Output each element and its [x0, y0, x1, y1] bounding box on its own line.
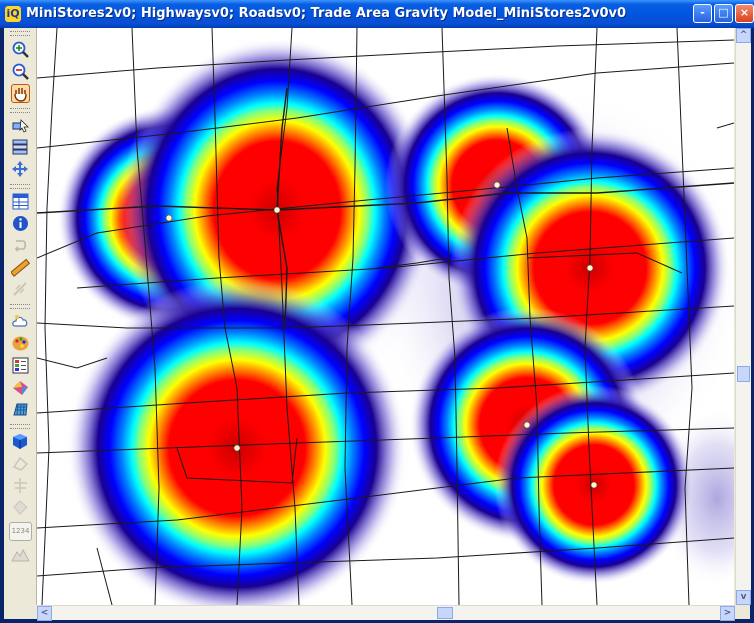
thematic-icon[interactable]: [11, 378, 30, 397]
title-bar[interactable]: iQ MiniStores2v0; Highwaysv0; Roadsv0; T…: [0, 0, 754, 28]
toolbar-grip: [10, 424, 30, 429]
roads-layer: [37, 28, 734, 605]
window-client: 1234: [4, 28, 751, 621]
stores-layer: [165, 181, 598, 489]
scroll-up-button[interactable]: ^: [736, 28, 751, 43]
scroll-down-button[interactable]: v: [736, 590, 751, 605]
cloud-icon[interactable]: [11, 312, 30, 331]
horizontal-scroll-thumb[interactable]: [437, 607, 453, 619]
grid-icon[interactable]: [11, 400, 30, 419]
toolbar-grip[interactable]: [10, 31, 30, 36]
map-canvas[interactable]: [37, 28, 734, 605]
label-icon[interactable]: [11, 280, 30, 299]
toolbar-grip: [10, 304, 30, 309]
minimize-button[interactable]: -: [693, 4, 712, 23]
3d-cube-icon[interactable]: [11, 432, 30, 451]
store-point[interactable]: [233, 444, 241, 452]
tool-palette: 1234: [4, 28, 37, 605]
vertical-scrollbar[interactable]: ^ v: [735, 28, 751, 605]
legend-icon[interactable]: [11, 356, 30, 375]
horizontal-scrollbar[interactable]: < >: [37, 605, 735, 621]
store-point[interactable]: [586, 264, 594, 272]
scrollbar-corner: [735, 605, 750, 619]
info-icon[interactable]: [11, 214, 30, 233]
hotlink-icon[interactable]: [11, 236, 30, 255]
close-button[interactable]: ×: [735, 4, 754, 23]
window-title: MiniStores2v0; Highwaysv0; Roadsv0; Trad…: [26, 6, 627, 21]
store-point[interactable]: [165, 214, 173, 222]
maximize-button[interactable]: □: [714, 4, 733, 23]
zoom-in-icon[interactable]: [11, 40, 30, 59]
browser-table-icon[interactable]: [11, 192, 30, 211]
ruler-icon[interactable]: [10, 258, 31, 277]
scroll-right-button[interactable]: >: [720, 606, 735, 621]
scroll-left-button[interactable]: <: [37, 606, 52, 621]
gray-tool-3-icon[interactable]: [11, 498, 30, 517]
terrain-icon[interactable]: [11, 545, 30, 564]
store-point[interactable]: [523, 421, 531, 429]
map-svg[interactable]: [37, 28, 734, 605]
layer-control-icon[interactable]: [11, 138, 30, 157]
gray-tool-1-icon[interactable]: [11, 454, 30, 473]
pan-hand-icon[interactable]: [11, 84, 30, 103]
palette-icon[interactable]: [11, 334, 30, 353]
select-icon[interactable]: [11, 116, 30, 135]
trade-area-hotspot: [67, 278, 407, 605]
gray-tool-2-icon[interactable]: [11, 476, 30, 495]
store-point[interactable]: [590, 481, 598, 489]
store-point[interactable]: [493, 181, 501, 189]
store-point[interactable]: [273, 206, 281, 214]
zoom-out-icon[interactable]: [11, 62, 30, 81]
move-icon[interactable]: [11, 160, 30, 179]
toolbar-grip: [10, 108, 30, 113]
number-tool-icon[interactable]: 1234: [9, 522, 32, 541]
app-icon[interactable]: iQ: [5, 6, 21, 22]
vertical-scroll-thumb[interactable]: [737, 366, 750, 382]
toolbar-grip: [10, 184, 30, 189]
